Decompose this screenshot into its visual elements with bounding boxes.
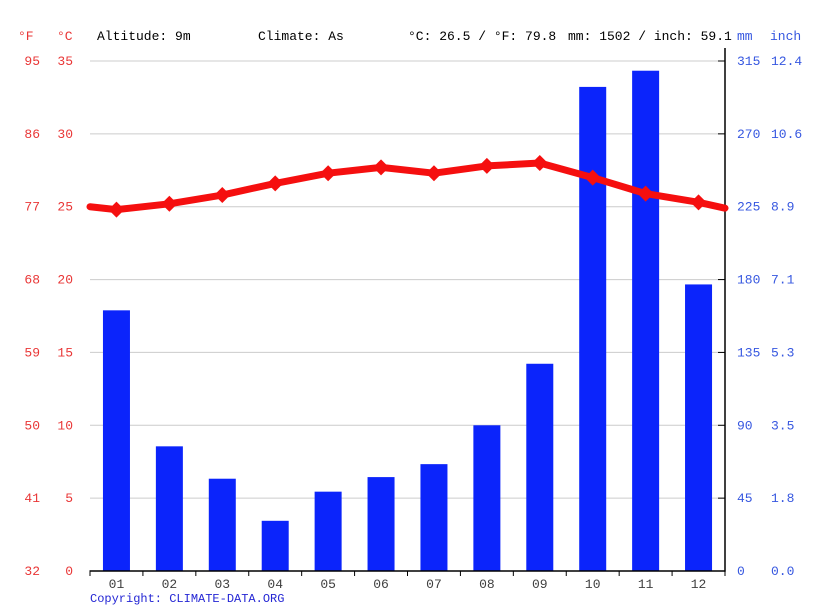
- left-axis-c-tick-label: 20: [57, 273, 73, 288]
- month-label: 08: [479, 577, 495, 592]
- header-temp-summary: °C: 26.5 / °F: 79.8: [408, 29, 557, 44]
- month-label: 07: [426, 577, 442, 592]
- right-axis-inch-tick-label: 7.1: [771, 273, 795, 288]
- temperature-point: [267, 175, 284, 192]
- right-axis-mm-tick-label: 225: [737, 200, 760, 215]
- precipitation-bar: [261, 520, 289, 571]
- temperature-point: [108, 201, 125, 218]
- left-axis-c-tick-label: 35: [57, 54, 73, 69]
- month-label: 02: [162, 577, 178, 592]
- temperature-point: [373, 159, 390, 176]
- precipitation-bar: [367, 477, 395, 571]
- precipitation-bar: [208, 478, 236, 571]
- right-axis-mm-tick-label: 270: [737, 127, 760, 142]
- temperature-point: [531, 155, 548, 171]
- precipitation-bar: [155, 446, 183, 571]
- right-axis-inch-tick-label: 3.5: [771, 418, 794, 433]
- right-axis-inch-tick-label: 8.9: [771, 200, 794, 215]
- temperature-point: [320, 165, 337, 182]
- right-axis-inch-tick-label: 0.0: [771, 564, 794, 579]
- temperature-point: [425, 165, 442, 182]
- precipitation-bar: [314, 491, 342, 571]
- left-axis-f-tick-label: 50: [24, 418, 40, 433]
- copyright-link[interactable]: Copyright: CLIMATE-DATA.ORG: [90, 592, 285, 606]
- right-axis-mm-tick-label: 135: [737, 345, 760, 360]
- right-axis-mm-tick-label: 315: [737, 54, 760, 69]
- month-label: 04: [267, 577, 283, 592]
- right-axis-mm-tick-label: 45: [737, 491, 753, 506]
- month-label: 10: [585, 577, 601, 592]
- temperature-line: [86, 159, 729, 214]
- precipitation-bar: [420, 464, 448, 571]
- temperature-point: [478, 157, 495, 174]
- precipitation-bar: [632, 70, 660, 571]
- right-axis-mm-tick-label: 180: [737, 273, 760, 288]
- temperature-point: [690, 194, 707, 211]
- left-axis-f-tick-label: 68: [24, 273, 40, 288]
- header-inch-unit-label: inch: [770, 29, 802, 44]
- temperature-point: [161, 195, 178, 212]
- temperature-point: [584, 169, 601, 186]
- right-axis-inch-tick-label: 5.3: [771, 345, 794, 360]
- left-axis-c-tick-label: 25: [57, 200, 73, 215]
- left-axis-f-tick-label: 41: [24, 491, 40, 506]
- month-label: 06: [373, 577, 389, 592]
- left-axis-f-tick-label: 86: [24, 127, 40, 142]
- left-axis-f-tick-label: 59: [24, 345, 40, 360]
- temperature-point: [637, 185, 654, 202]
- precipitation-bar: [102, 310, 130, 571]
- month-label: 05: [320, 577, 336, 592]
- precipitation-bar: [473, 425, 501, 571]
- header-c-unit-label: °C: [57, 29, 73, 44]
- right-axis-mm-tick-label: 90: [737, 418, 753, 433]
- header-mm-unit-label: mm: [737, 29, 753, 44]
- header-altitude-label: Altitude: 9m: [97, 29, 191, 44]
- month-label: 11: [638, 577, 654, 592]
- precipitation-bar: [526, 363, 554, 571]
- month-label: 01: [109, 577, 125, 592]
- left-axis-f-tick-label: 95: [24, 54, 40, 69]
- left-axis-c-tick-label: 5: [65, 491, 73, 506]
- temperature-point: [214, 187, 231, 204]
- left-axis-f-tick-label: 77: [24, 200, 40, 215]
- precipitation-bar: [579, 86, 607, 572]
- right-axis-inch-tick-label: 10.6: [771, 127, 802, 142]
- left-axis-c-tick-label: 0: [65, 564, 73, 579]
- right-axis-mm-tick-label: 0: [737, 564, 745, 579]
- right-axis-inch-tick-label: 12.4: [771, 54, 802, 69]
- left-axis-c-tick-label: 30: [57, 127, 73, 142]
- header-precip-summary: mm: 1502 / inch: 59.1: [568, 29, 732, 44]
- right-axis-inch-tick-label: 1.8: [771, 491, 794, 506]
- header-f-unit-label: °F: [18, 29, 34, 44]
- month-label: 03: [214, 577, 230, 592]
- header-climate-label: Climate: As: [258, 29, 344, 44]
- month-label: 12: [691, 577, 707, 592]
- left-axis-c-tick-label: 10: [57, 418, 73, 433]
- precipitation-bar: [685, 284, 713, 571]
- left-axis-c-tick-label: 15: [57, 345, 73, 360]
- month-label: 09: [532, 577, 548, 592]
- left-axis-f-tick-label: 32: [24, 564, 40, 579]
